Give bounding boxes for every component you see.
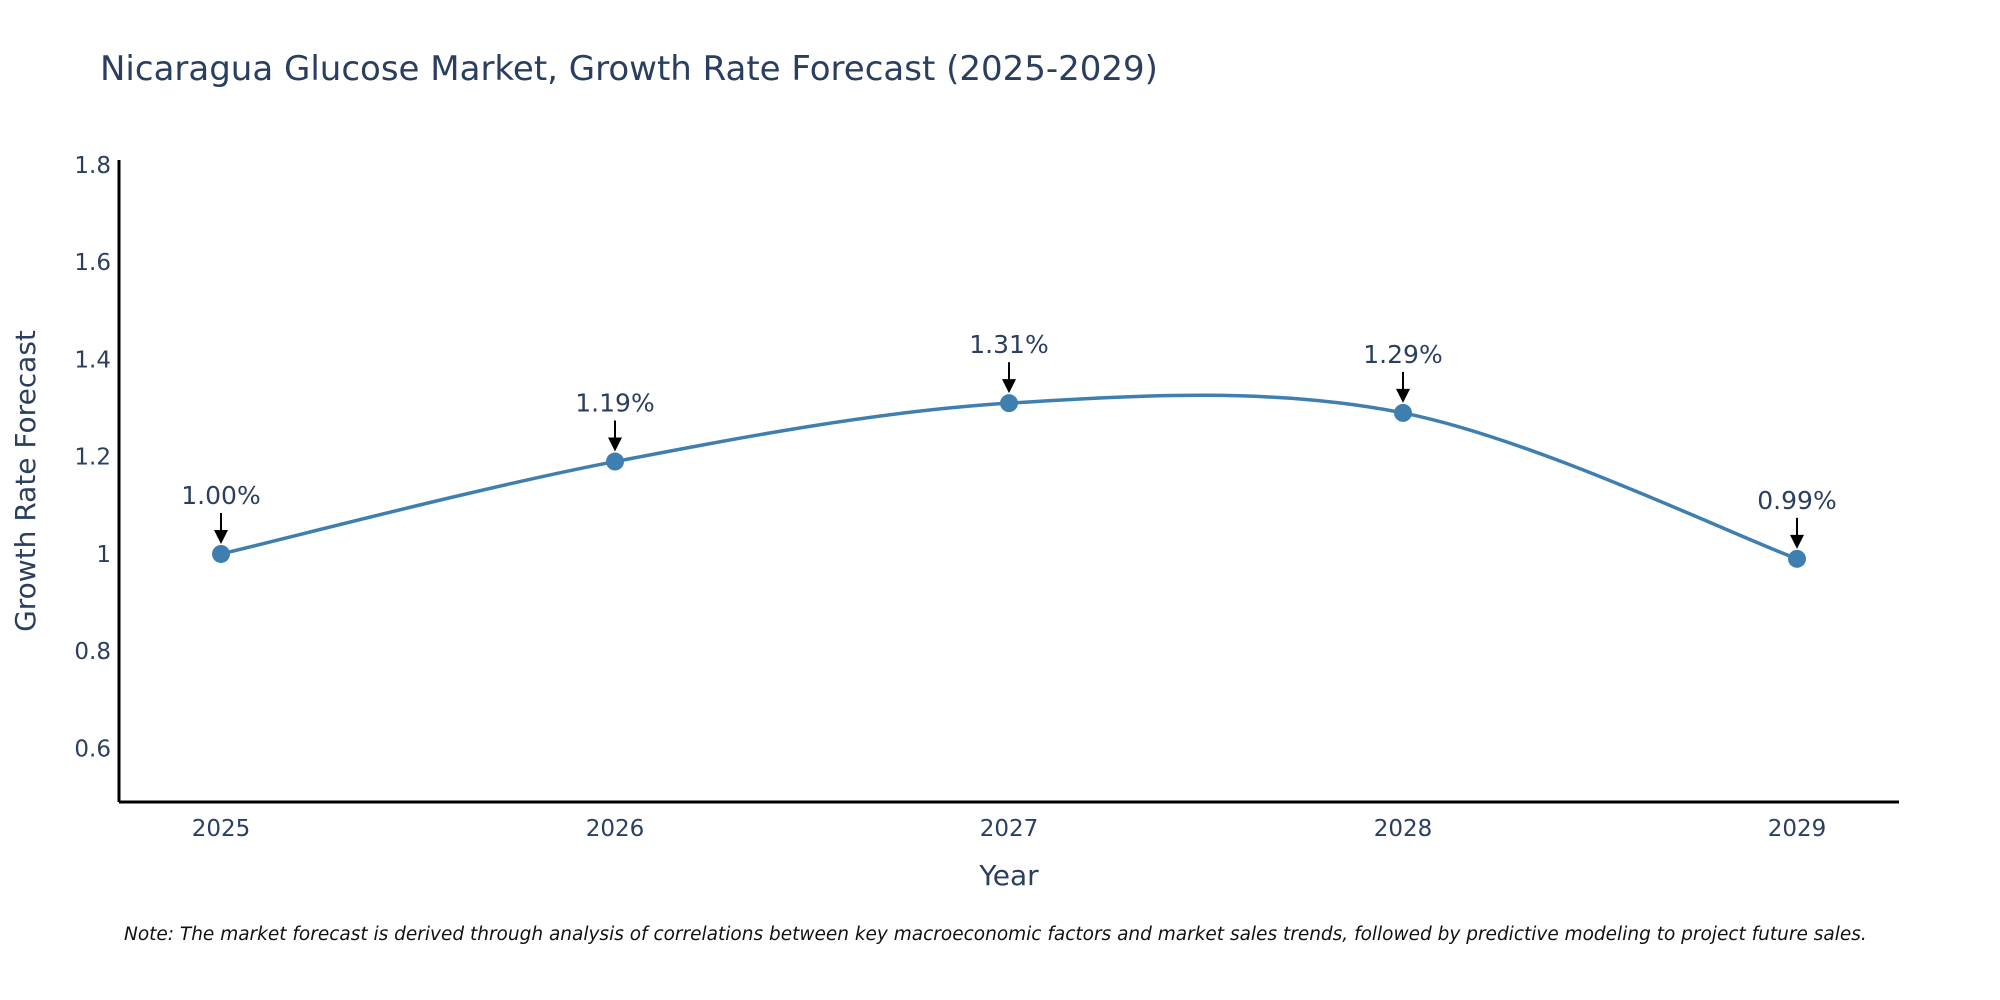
x-tick-label: 2026 [586, 816, 645, 842]
x-axis-ticks: 2025 2026 2027 2028 2029 [192, 816, 1827, 842]
data-point [1000, 394, 1018, 413]
data-label: 1.31% [969, 330, 1048, 359]
annotation-arrow-head [1002, 379, 1016, 394]
y-tick-label: 1.4 [74, 347, 111, 373]
annotation-arrow-head [608, 437, 622, 452]
data-label: 1.19% [575, 389, 654, 418]
x-tick-label: 2025 [192, 816, 251, 842]
x-axis-title: Year [978, 859, 1039, 892]
y-tick-label: 0.8 [74, 639, 111, 665]
annotation-arrow-head [1790, 534, 1804, 549]
data-point [212, 544, 230, 563]
chart-title: Nicaragua Glucose Market, Growth Rate Fo… [100, 49, 1158, 89]
series-line [220, 393, 1798, 561]
data-point [606, 452, 624, 471]
data-label: 1.29% [1363, 340, 1442, 369]
data-label-annotations: 1.00% 1.19% 1.31% 1.29% 0.99% [181, 330, 1837, 549]
x-tick-label: 2028 [1374, 816, 1433, 842]
y-tick-label: 0.6 [74, 737, 111, 763]
series-markers [212, 394, 1806, 568]
annotation-arrow-head [214, 529, 228, 544]
annotation-arrow-head [1396, 388, 1410, 403]
y-tick-label: 1.6 [74, 250, 111, 276]
y-tick-label: 1.2 [74, 445, 111, 471]
x-tick-label: 2027 [980, 816, 1039, 842]
footnote: Note: The market forecast is derived thr… [124, 924, 1867, 945]
data-label: 1.00% [181, 481, 260, 510]
y-tick-label: 1 [96, 542, 111, 568]
y-axis-ticks: 0.6 0.8 1 1.2 1.4 1.6 1.8 [74, 153, 111, 763]
data-label: 0.99% [1757, 486, 1836, 515]
data-point [1788, 549, 1806, 568]
y-axis-title: Growth Rate Forecast [9, 330, 42, 632]
data-point [1394, 403, 1412, 422]
x-tick-label: 2029 [1768, 816, 1827, 842]
y-tick-label: 1.8 [74, 153, 111, 179]
